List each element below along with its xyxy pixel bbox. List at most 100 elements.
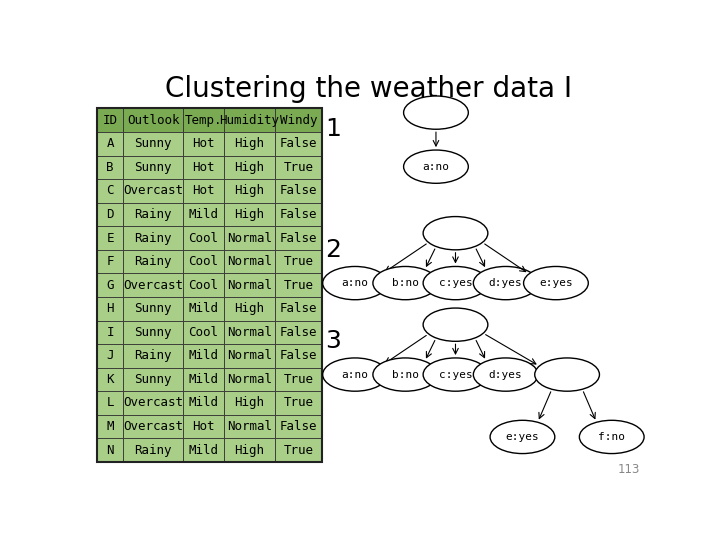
Text: Clustering the weather data I: Clustering the weather data I xyxy=(166,75,572,103)
Text: M: M xyxy=(107,420,114,433)
Text: L: L xyxy=(107,396,114,409)
Bar xyxy=(275,273,322,297)
Text: High: High xyxy=(235,396,264,409)
Text: Rainy: Rainy xyxy=(135,443,172,457)
Text: False: False xyxy=(279,326,318,339)
Text: High: High xyxy=(235,137,264,150)
Text: N: N xyxy=(107,443,114,457)
Bar xyxy=(183,109,224,132)
Ellipse shape xyxy=(473,358,538,391)
Bar xyxy=(183,132,224,156)
Bar xyxy=(275,321,322,344)
Bar xyxy=(183,321,224,344)
Text: Sunny: Sunny xyxy=(135,326,172,339)
Text: H: H xyxy=(107,302,114,315)
Text: K: K xyxy=(107,373,114,386)
Ellipse shape xyxy=(535,358,600,391)
Bar xyxy=(275,391,322,415)
Bar xyxy=(224,297,275,321)
Text: High: High xyxy=(235,185,264,198)
Ellipse shape xyxy=(423,308,488,341)
Bar xyxy=(183,368,224,391)
Bar xyxy=(96,415,124,438)
Bar xyxy=(275,415,322,438)
Text: Sunny: Sunny xyxy=(135,161,172,174)
Bar xyxy=(124,179,183,202)
Bar xyxy=(96,250,124,273)
Bar xyxy=(96,438,124,462)
Text: False: False xyxy=(279,349,318,362)
Bar xyxy=(183,297,224,321)
Text: Rainy: Rainy xyxy=(135,255,172,268)
Bar xyxy=(183,391,224,415)
Text: Humidity: Humidity xyxy=(220,114,279,127)
Bar xyxy=(275,202,322,226)
Text: True: True xyxy=(284,255,313,268)
Bar xyxy=(124,321,183,344)
Text: False: False xyxy=(279,302,318,315)
Text: True: True xyxy=(284,443,313,457)
Bar xyxy=(124,202,183,226)
Bar xyxy=(96,202,124,226)
Text: 1: 1 xyxy=(325,117,341,141)
Text: High: High xyxy=(235,208,264,221)
Text: d:yes: d:yes xyxy=(489,369,523,380)
Ellipse shape xyxy=(473,266,538,300)
Text: Temp.: Temp. xyxy=(185,114,222,127)
Bar xyxy=(275,226,322,250)
Bar xyxy=(275,109,322,132)
Text: Mild: Mild xyxy=(189,302,219,315)
Ellipse shape xyxy=(423,266,488,300)
Ellipse shape xyxy=(373,358,438,391)
Bar xyxy=(183,226,224,250)
Text: Overcast: Overcast xyxy=(123,420,184,433)
Text: 3: 3 xyxy=(325,329,341,353)
Text: 2: 2 xyxy=(325,238,341,262)
Text: a:no: a:no xyxy=(423,161,449,172)
Text: Mild: Mild xyxy=(189,208,219,221)
Bar xyxy=(124,391,183,415)
Bar xyxy=(124,368,183,391)
Bar xyxy=(96,179,124,202)
Text: False: False xyxy=(279,420,318,433)
Bar xyxy=(275,368,322,391)
Text: Windy: Windy xyxy=(279,114,318,127)
Ellipse shape xyxy=(373,266,438,300)
Bar xyxy=(183,179,224,202)
Text: True: True xyxy=(284,279,313,292)
Ellipse shape xyxy=(580,420,644,454)
Text: J: J xyxy=(107,349,114,362)
Text: High: High xyxy=(235,161,264,174)
Text: ID: ID xyxy=(102,114,117,127)
Bar xyxy=(224,156,275,179)
Text: Mild: Mild xyxy=(189,373,219,386)
Bar xyxy=(96,109,322,462)
Text: Cool: Cool xyxy=(189,255,219,268)
Text: False: False xyxy=(279,185,318,198)
Text: Normal: Normal xyxy=(227,326,272,339)
Text: True: True xyxy=(284,373,313,386)
Bar xyxy=(96,226,124,250)
Text: b:no: b:no xyxy=(392,278,419,288)
Bar xyxy=(183,415,224,438)
Text: c:yes: c:yes xyxy=(438,369,472,380)
Text: G: G xyxy=(107,279,114,292)
Bar xyxy=(224,132,275,156)
Text: Mild: Mild xyxy=(189,396,219,409)
Text: Normal: Normal xyxy=(227,232,272,245)
Bar xyxy=(224,273,275,297)
Bar xyxy=(124,156,183,179)
Text: Normal: Normal xyxy=(227,279,272,292)
Text: b:no: b:no xyxy=(392,369,419,380)
Text: Cool: Cool xyxy=(189,326,219,339)
Bar xyxy=(275,344,322,368)
Text: e:yes: e:yes xyxy=(539,278,573,288)
Text: False: False xyxy=(279,208,318,221)
Bar xyxy=(183,344,224,368)
Text: Overcast: Overcast xyxy=(123,185,184,198)
Bar xyxy=(183,250,224,273)
Text: Normal: Normal xyxy=(227,373,272,386)
Ellipse shape xyxy=(423,358,488,391)
Text: Mild: Mild xyxy=(189,349,219,362)
Text: Hot: Hot xyxy=(192,161,215,174)
